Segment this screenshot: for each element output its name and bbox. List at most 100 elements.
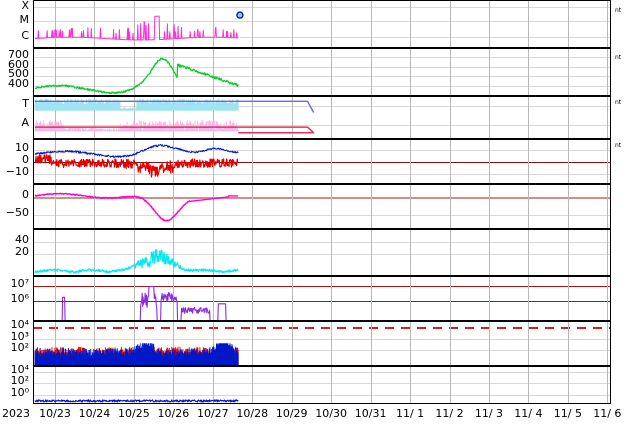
trace-layer-temperature-alpha (34, 98, 315, 134)
right-axis-unit-label: nt (615, 99, 622, 106)
gridline-horizontal (33, 395, 611, 396)
gridline-horizontal (33, 150, 611, 151)
x-axis-tick-label: 10/23 (39, 407, 71, 420)
data-trace (34, 57, 239, 95)
data-trace (34, 192, 239, 222)
x-axis-year-label: 2023 (2, 407, 30, 420)
y-axis-tick-label: −50 (5, 206, 29, 220)
gridline-horizontal (33, 383, 611, 384)
trace-layer-dst-index (34, 192, 239, 222)
x-axis-tick-label: 10/26 (157, 407, 190, 420)
panel-proton-density (33, 228, 611, 275)
threshold-line (33, 286, 611, 287)
data-trace (34, 154, 239, 178)
panel-temperature-alpha (33, 95, 611, 138)
x-axis-tick-label: 11/ 5 (553, 407, 582, 420)
y-axis-tick-label: 400 (8, 76, 29, 90)
data-trace (35, 126, 315, 134)
gridline-horizontal (33, 106, 611, 107)
x-axis-tick-label: 10/28 (236, 407, 269, 420)
zero-reference-line (33, 162, 611, 163)
x-axis-tick-label: 10/30 (315, 407, 347, 420)
x-axis-tick-label: 11/ 3 (474, 407, 504, 420)
trace-layer-electron-flux (34, 286, 239, 322)
x-axis: 2023 10/23 10/24 10/25 10/26 10/27 10/28 10/29… (0, 404, 634, 424)
y-axis-tick-label: 0 (22, 188, 29, 202)
gridline-horizontal (33, 174, 611, 175)
y-axis-tick-label: 10³ (10, 330, 29, 344)
gridline-horizontal (33, 57, 611, 58)
y-axis-tick-label: 10² (10, 374, 29, 388)
x-axis-tick-label: 10/31 (354, 407, 387, 420)
gridline-horizontal (33, 86, 611, 87)
gridline-horizontal (33, 21, 611, 22)
y-axis-tick-label: A (21, 116, 29, 130)
y-axis-label-column: X M C 700 600 500 400 T A 10 0 −10 0 −50 40 20 10⁷ 10⁶ 10⁴… (0, 0, 33, 404)
peak-marker[interactable] (236, 11, 244, 19)
data-trace (34, 343, 239, 366)
x-axis-tick-label: 10/25 (118, 407, 150, 420)
y-axis-tick-label: −10 (5, 165, 29, 179)
zero-reference-line (33, 197, 611, 199)
gridline-horizontal (33, 242, 611, 243)
trace-layer-imf-bt-bz (34, 144, 239, 178)
y-axis-tick-label: C (21, 28, 29, 42)
gridline-horizontal (33, 339, 611, 340)
x-axis-tick-label: 11/ 6 (593, 407, 622, 420)
x-axis-tick-label: 11/ 2 (435, 407, 464, 420)
x-axis-tick-label: 11/ 4 (514, 407, 543, 420)
panel-xray-flux (33, 0, 611, 47)
gridline-horizontal (33, 67, 611, 68)
data-trace (34, 249, 239, 274)
y-axis-tick-label: T (22, 97, 29, 111)
panel-electron-flux (33, 275, 611, 322)
y-axis-tick-label: 10² (10, 341, 29, 355)
y-axis-tick-label: 10⁷ (10, 277, 29, 290)
gridline-horizontal (33, 215, 611, 216)
x-axis-tick-label: 10/24 (78, 407, 111, 420)
gridline-horizontal (33, 76, 611, 77)
y-axis-tick-label: 10 (15, 140, 29, 154)
gridline-horizontal (33, 254, 611, 255)
x-axis-tick-label: 10/27 (196, 407, 229, 420)
data-trace (35, 100, 315, 113)
y-axis-tick-label: M (19, 12, 30, 26)
data-trace (34, 399, 239, 403)
right-axis-unit-label: nt (615, 54, 622, 61)
data-trace (34, 119, 239, 132)
y-axis-tick-label: 500 (8, 67, 29, 81)
data-trace (34, 286, 239, 322)
panel-dst-index (33, 183, 611, 228)
y-axis-tick-label: 600 (8, 57, 29, 71)
x-axis-tick-label: 10/29 (275, 407, 308, 420)
right-axis-unit-label: nt (615, 142, 622, 149)
right-axis-unit-label: nt (615, 7, 622, 14)
gridline-horizontal (33, 372, 611, 373)
y-axis-tick-label: 10⁴ (10, 318, 29, 332)
gridline-horizontal (33, 7, 611, 8)
panel-imf-bt-bz (33, 138, 611, 183)
gridline-horizontal (33, 125, 611, 126)
trace-layer-xray-flux (35, 11, 244, 41)
y-axis-tick-label: 10⁴ (10, 363, 29, 377)
trace-layer-solar-wind-speed (34, 57, 239, 95)
panel-solar-wind-speed (33, 47, 611, 95)
x-axis-tick-label: 11/ 1 (395, 407, 425, 420)
panel-neutron-monitor (33, 365, 611, 404)
gridline-horizontal (33, 37, 611, 38)
data-trace (35, 15, 239, 41)
gridline-horizontal (33, 350, 611, 351)
plot-panel-stack (33, 0, 611, 404)
alert-threshold-dashed (33, 327, 611, 329)
y-axis-tick-label: X (21, 0, 29, 12)
trace-layer-neutron-monitor (34, 399, 239, 403)
data-trace (34, 144, 239, 158)
panel-proton-flux (33, 320, 611, 366)
y-axis-tick-label: 40 (15, 233, 29, 247)
trace-layer-proton-flux (34, 343, 239, 366)
y-axis-tick-label: 10⁰ (10, 386, 29, 400)
data-trace (34, 98, 239, 111)
threshold-line (33, 301, 611, 302)
trace-layer-proton-density (34, 249, 239, 274)
